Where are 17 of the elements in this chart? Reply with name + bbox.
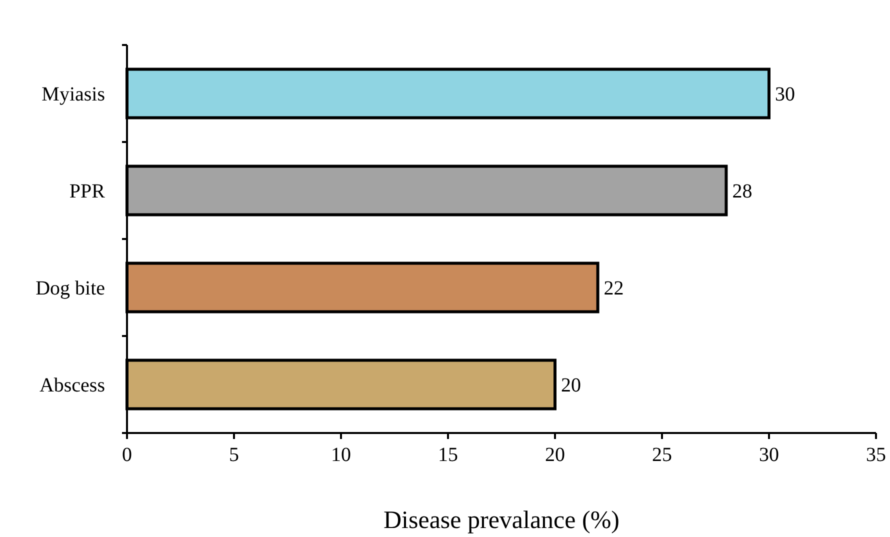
x-tick-label: 20 (545, 444, 565, 466)
y-tick-label: Myiasis (42, 84, 106, 106)
data-label: 30 (775, 84, 795, 106)
x-tick-label: 25 (652, 444, 672, 466)
x-tick-label: 30 (759, 444, 779, 466)
data-label: 28 (732, 180, 752, 202)
data-label: 20 (561, 374, 581, 396)
x-axis-title: Disease prevalance (%) (384, 507, 620, 534)
x-tick-label: 10 (331, 444, 351, 466)
x-tick-label: 15 (438, 444, 458, 466)
data-label: 22 (604, 278, 624, 300)
x-tick-label: 5 (229, 444, 239, 466)
x-tick-label: 35 (866, 444, 886, 466)
y-tick-label: PPR (69, 180, 106, 202)
y-tick-label: Dog bite (36, 278, 106, 300)
y-tick-label: Abscess (39, 374, 106, 396)
x-tick-label: 0 (122, 444, 132, 466)
